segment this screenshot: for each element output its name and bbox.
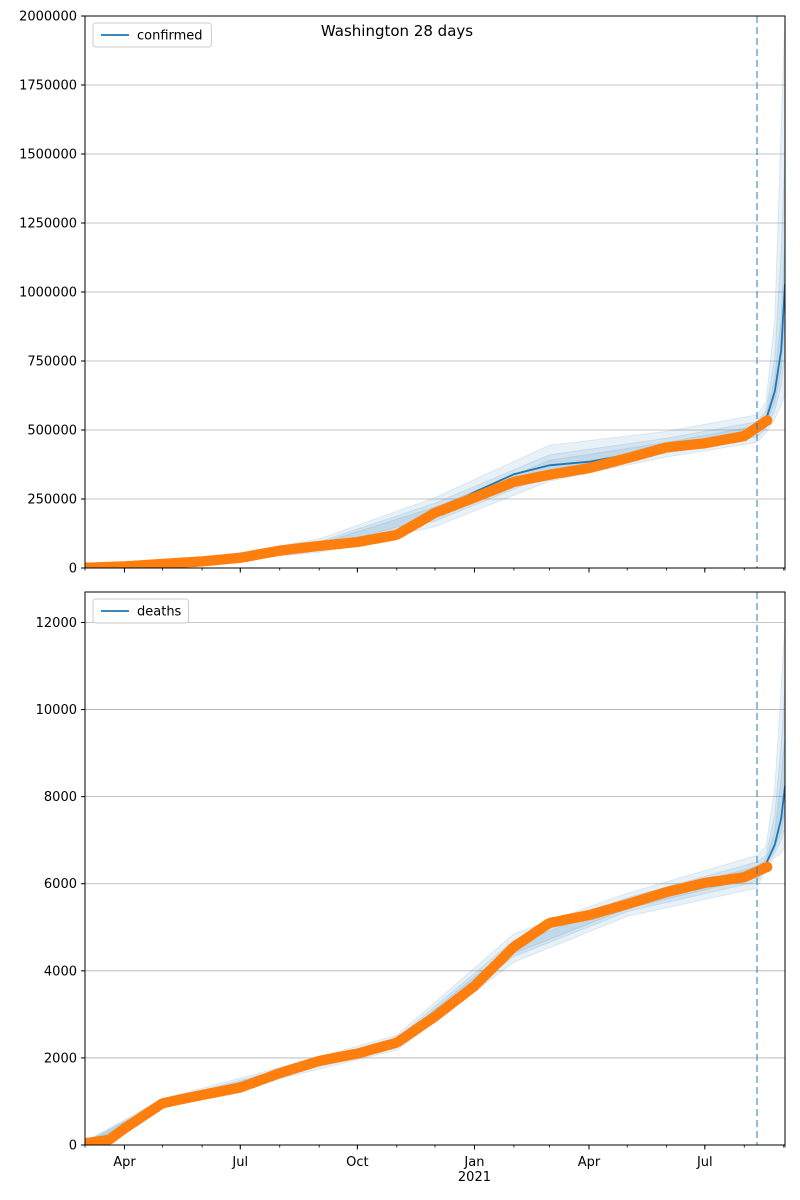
figure-title: Washington 28 days xyxy=(321,22,473,40)
x-tick-label: Jul xyxy=(696,1155,713,1170)
y-tick-label: 8000 xyxy=(44,790,77,805)
y-tick-label: 1250000 xyxy=(19,217,77,232)
y-tick-label: 250000 xyxy=(27,493,77,508)
y-tick-label: 2000000 xyxy=(19,10,77,25)
x-tick-label: 2021 xyxy=(458,1170,491,1185)
y-tick-label: 2000 xyxy=(44,1051,77,1066)
uncertainty-band xyxy=(85,622,785,1145)
deaths-line xyxy=(85,785,785,1145)
observed-point xyxy=(762,415,773,426)
axes-frame xyxy=(84,591,786,1146)
x-tick-label: Jul xyxy=(231,1155,248,1170)
y-tick-label: 0 xyxy=(69,1139,77,1154)
y-tick-label: 500000 xyxy=(27,424,77,439)
y-tick-label: 4000 xyxy=(44,964,77,979)
legend-label: deaths xyxy=(137,605,182,620)
x-tick-label: Apr xyxy=(113,1155,136,1170)
uncertainty-band xyxy=(85,683,785,1145)
x-tick-label: Apr xyxy=(578,1155,601,1170)
y-tick-label: 12000 xyxy=(36,616,77,631)
uncertainty-band xyxy=(85,735,785,1145)
y-tick-label: 1750000 xyxy=(19,79,77,94)
legend: confirmed xyxy=(92,22,212,48)
x-tick-label: Jan xyxy=(463,1155,484,1170)
observed-point xyxy=(762,861,773,873)
y-tick-label: 1000000 xyxy=(19,286,77,301)
y-tick-label: 6000 xyxy=(44,877,77,892)
y-tick-label: 1500000 xyxy=(19,148,77,163)
y-tick-label: 10000 xyxy=(36,703,77,718)
deaths-chart: 0 2000 4000 6000 8000 10000 12000 Apr Jul Oct Jan2… xyxy=(36,591,786,1185)
y-tick-label: 750000 xyxy=(27,355,77,370)
legend: deaths xyxy=(92,598,190,624)
y-tick-label: 0 xyxy=(69,562,77,577)
legend-label: confirmed xyxy=(137,29,203,44)
confirmed-chart: 0 250000 500000 750000 1000000 1250000 1500000… xyxy=(19,10,786,577)
x-tick-label: Oct xyxy=(346,1155,368,1170)
